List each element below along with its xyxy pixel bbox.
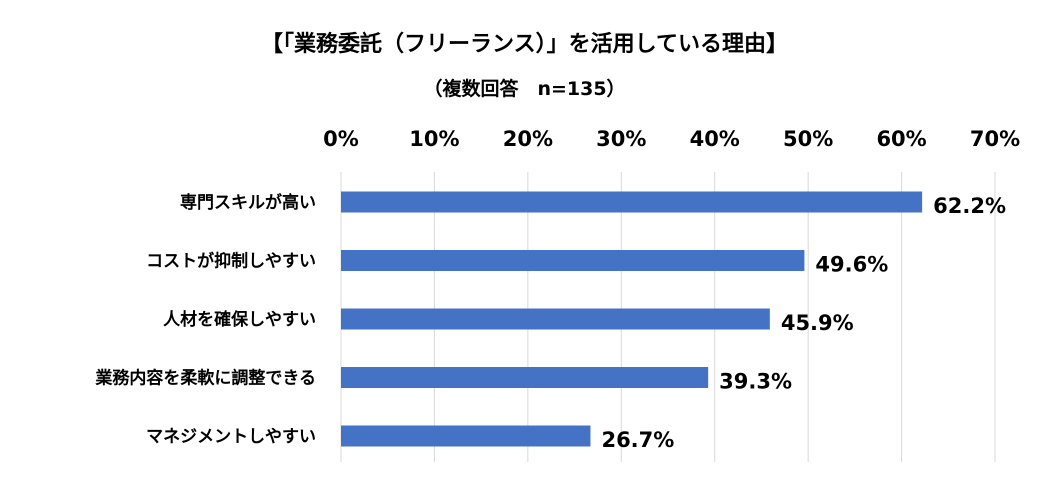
category-label: マネジメントしやすい (146, 427, 316, 447)
data-label: 45.9% (781, 311, 854, 335)
category-label: 人材を確保しやすい (163, 309, 316, 330)
x-tick-label: 50% (783, 127, 833, 151)
bar (341, 191, 923, 213)
bar (341, 308, 770, 330)
x-tick-label: 10% (409, 127, 459, 151)
category-label: コストが抑制しやすい (146, 251, 316, 272)
data-label: 62.2% (933, 194, 1006, 218)
bar (341, 367, 709, 388)
x-tick-label: 60% (876, 127, 926, 151)
x-tick-label: 70% (970, 127, 1020, 151)
category-label: 業務内容を柔軟に調整できる (95, 368, 316, 389)
x-tick-label: 0% (323, 127, 359, 151)
data-label: 39.3% (719, 370, 792, 394)
x-tick-label: 30% (596, 127, 646, 151)
bar (341, 425, 591, 447)
category-label: 専門スキルが高い (180, 192, 316, 213)
bar (341, 250, 805, 271)
x-tick-label: 20% (503, 127, 553, 151)
chart-title: 【「業務委託（フリーランス）」を活用している理由】 (261, 32, 788, 57)
x-tick-label: 40% (690, 127, 740, 151)
chart-subtitle: （複数回答 n=135） (423, 78, 626, 100)
data-label: 26.7% (601, 428, 674, 452)
data-label: 49.6% (815, 253, 888, 277)
